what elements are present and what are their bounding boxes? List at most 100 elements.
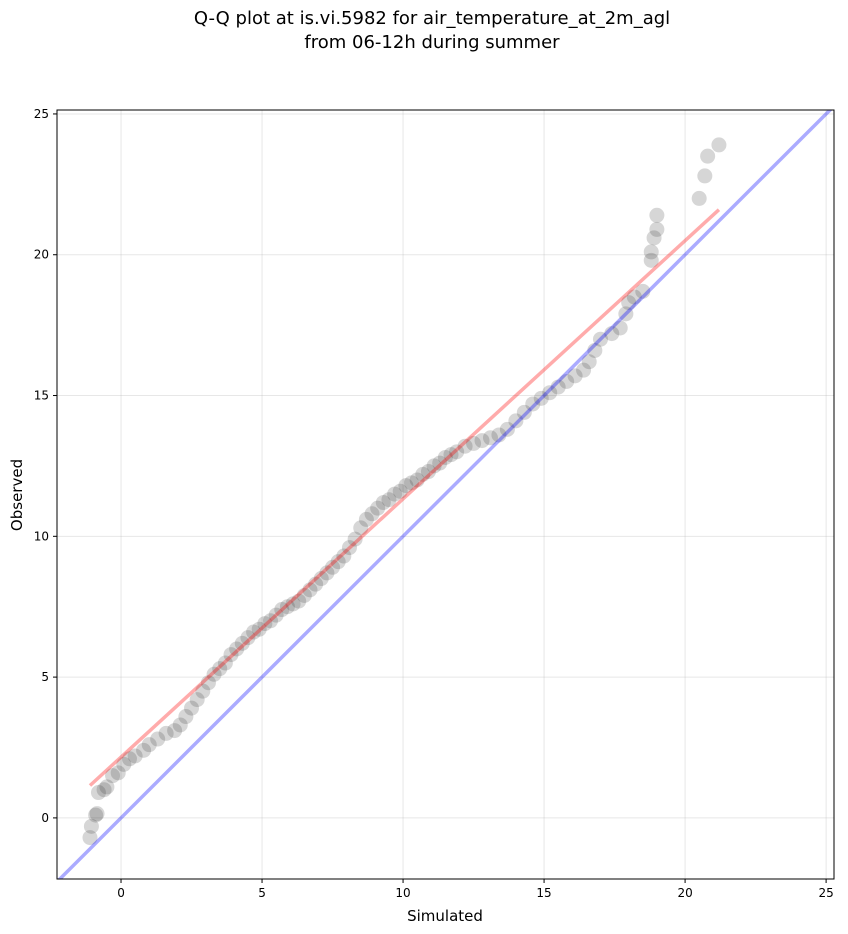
point [592,331,608,347]
point [491,427,507,443]
point [325,559,341,575]
point [525,396,541,412]
point [127,748,143,764]
point [268,607,284,623]
y-tick-label: 15 [34,389,49,403]
point [576,362,592,378]
y-tick-label: 10 [34,529,49,543]
point [251,621,267,637]
point [96,782,112,798]
y-tick-label: 5 [41,670,49,684]
point [336,548,352,564]
point [189,692,205,708]
point [90,785,106,801]
point [347,531,363,547]
x-tick-label: 10 [395,886,410,900]
plot-area [57,110,833,879]
point [508,413,524,429]
point [474,433,490,449]
x-tick-label: 0 [117,886,125,900]
point [279,599,295,615]
point [432,455,448,471]
point [341,540,357,556]
point [466,435,482,451]
point [195,683,211,699]
point [449,444,465,460]
point [457,438,473,454]
point [223,647,239,663]
x-tick-label: 25 [818,886,833,900]
point [212,661,228,677]
point [229,641,245,657]
point [358,511,374,527]
point [587,342,603,358]
point [375,495,391,511]
point [711,137,727,153]
point [313,571,329,587]
point [550,379,566,395]
point [398,478,414,494]
point [499,421,515,437]
point [217,655,233,671]
point [172,717,188,733]
point [136,742,152,758]
point [88,807,104,823]
point [621,295,637,311]
point [206,666,222,682]
ticks: 0 5 10 15 20 25 0 5 10 15 20 25 [34,107,834,900]
x-tick-label: 5 [258,886,266,900]
point [626,289,642,305]
point [618,306,634,322]
chart-title: from 06-12h during summer [304,32,560,53]
identity-line [57,110,833,879]
point [643,244,659,260]
x-tick-label: 20 [677,886,692,900]
point [296,587,312,603]
point [381,492,397,508]
point [302,582,318,598]
point [370,500,386,516]
point [392,483,408,499]
point [178,709,194,725]
point [364,506,380,522]
axes-frame [56,109,835,880]
point [387,486,403,502]
point [291,593,307,609]
point [567,368,583,384]
point [246,624,262,640]
point [200,675,216,691]
fit-line [88,208,721,787]
point [274,602,290,618]
point [516,404,532,420]
point [150,731,166,747]
point [415,466,431,482]
x-tick-label: 15 [536,886,551,900]
point [604,326,620,342]
point [82,830,98,846]
point [646,230,662,246]
y-tick-label: 0 [41,811,49,825]
point [167,723,183,739]
point [234,635,250,651]
y-tick-label: 20 [34,248,49,262]
point [110,765,126,781]
y-axis-label: Observed [8,459,26,531]
point [700,148,716,164]
chart-title: Q-Q plot at is.vi.5982 for air_temperatu… [194,8,670,29]
point [691,190,707,206]
x-axis-label: Simulated [407,907,483,925]
point [141,737,157,753]
point [184,700,200,716]
point [116,756,132,772]
point [121,751,137,767]
point [581,354,597,370]
point [105,768,121,784]
point [542,385,558,401]
point [649,207,665,223]
point [285,596,301,612]
point [443,447,459,463]
point [240,630,256,646]
grid [57,110,834,879]
point [426,458,442,474]
